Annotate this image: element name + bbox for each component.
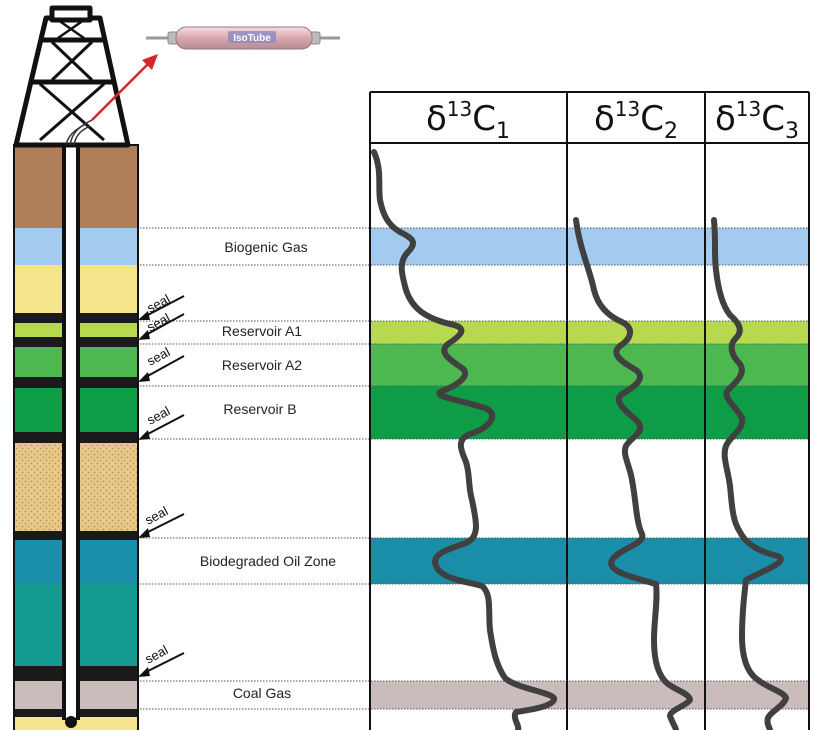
- seal-marker: seal: [138, 503, 185, 538]
- isotube-sampler: IsoTube: [146, 26, 340, 50]
- band-reservoir-a1: [370, 321, 810, 344]
- seal-marker: seal: [138, 642, 185, 677]
- red-arrow: [91, 54, 158, 121]
- zone-guide-lines: [140, 227, 810, 710]
- seal-marker: seal: [138, 344, 185, 382]
- seal-label: seal: [142, 642, 170, 666]
- zone-labels: Biogenic Gas Reservoir A1 Reservoir A2 R…: [200, 239, 336, 701]
- sampling-lines: [65, 119, 93, 146]
- curve-c2: [573, 217, 693, 730]
- isotope-curves: [371, 149, 789, 730]
- band-reservoir-b: [370, 386, 810, 439]
- zone-label-reservoir-b: Reservoir B: [223, 401, 296, 417]
- seal-markers: seal seal seal seal seal seal: [138, 291, 185, 677]
- header-c3: δ13C3: [715, 97, 799, 144]
- zone-label-biodegraded-oil: Biodegraded Oil Zone: [200, 553, 336, 569]
- drill-bit: [65, 716, 77, 728]
- seal-label: seal: [142, 503, 170, 527]
- band-reservoir-a2: [370, 344, 810, 386]
- derrick-icon: [13, 5, 131, 148]
- seal-marker: seal: [138, 403, 185, 440]
- curve-c3: [711, 217, 789, 730]
- header-c2: δ13C2: [594, 97, 678, 144]
- zone-label-reservoir-a2: Reservoir A2: [222, 357, 302, 373]
- band-biogenic-gas: [370, 228, 810, 265]
- zone-label-coal-gas: Coal Gas: [233, 685, 291, 701]
- curve-c1: [371, 149, 557, 730]
- wellbore: [62, 145, 80, 728]
- column-grid: [369, 91, 810, 730]
- zone-label-biogenic-gas: Biogenic Gas: [224, 239, 307, 255]
- band-coal-gas: [370, 681, 810, 709]
- header-c1: δ13C1: [426, 97, 510, 144]
- column-headers: δ13C1 δ13C2 δ13C3: [426, 97, 799, 144]
- isotube-label: IsoTube: [233, 33, 271, 44]
- zone-label-reservoir-a1: Reservoir A1: [222, 323, 302, 339]
